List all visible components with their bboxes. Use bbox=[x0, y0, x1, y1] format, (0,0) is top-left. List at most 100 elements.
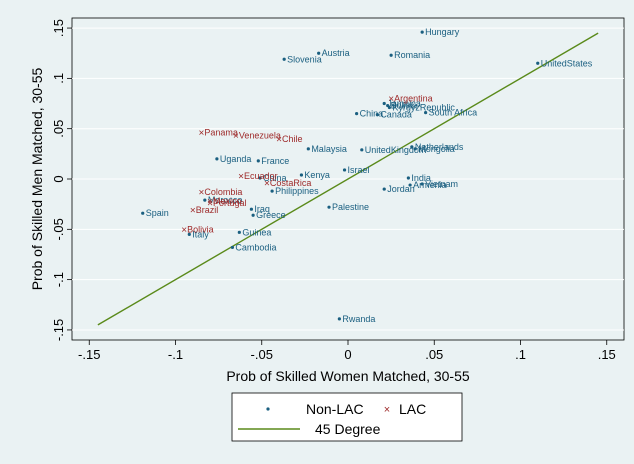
lac-point: × bbox=[276, 134, 282, 145]
non-lac-point bbox=[282, 57, 286, 61]
point-label: Mongolia bbox=[418, 144, 455, 154]
point-label: Malaysia bbox=[311, 144, 347, 154]
non-lac-point bbox=[337, 317, 341, 321]
legend-non-lac-label: Non-LAC bbox=[306, 401, 364, 417]
point-label: UnitedKingdom bbox=[365, 145, 427, 155]
legend-non-lac-marker bbox=[266, 407, 270, 411]
non-lac-point bbox=[342, 168, 347, 172]
non-lac-point bbox=[408, 183, 412, 187]
point-label: South Africa bbox=[429, 108, 478, 118]
non-lac-point bbox=[249, 207, 253, 211]
y-tick-label: -.15 bbox=[51, 319, 66, 341]
non-lac-point bbox=[306, 147, 310, 151]
point-label: Netherlands bbox=[415, 142, 464, 152]
non-lac-point bbox=[251, 213, 255, 217]
non-lac-point bbox=[256, 159, 260, 163]
point-label: Guinea bbox=[242, 227, 271, 237]
legend-lac-label: LAC bbox=[399, 401, 426, 417]
point-label: Ecuador bbox=[244, 171, 278, 181]
lac-point: × bbox=[233, 131, 239, 142]
line-45-degree bbox=[97, 32, 599, 326]
non-lac-point bbox=[389, 53, 393, 57]
non-lac-point bbox=[387, 105, 391, 110]
point-label: China bbox=[263, 173, 287, 183]
point-label: Colombia bbox=[204, 187, 242, 197]
point-label: Panama bbox=[204, 128, 238, 138]
x-tick-label: -.05 bbox=[251, 347, 273, 362]
y-tick-label: 0 bbox=[51, 175, 66, 182]
x-tick-label: -.15 bbox=[78, 347, 100, 362]
y-tick-label: -.05 bbox=[51, 218, 66, 240]
non-lac-point bbox=[360, 148, 364, 152]
point-label: Greece bbox=[256, 210, 286, 220]
non-lac-point bbox=[420, 182, 424, 186]
point-label: Jamaica bbox=[387, 99, 421, 109]
point-label: Bolivia bbox=[391, 101, 418, 111]
point-label: Austria bbox=[322, 48, 350, 58]
point-label: Chile bbox=[282, 134, 303, 144]
point-label: CostaRica bbox=[270, 178, 312, 188]
non-lac-point bbox=[141, 211, 145, 215]
non-lac-point bbox=[237, 230, 241, 234]
legend: Non-LAC × LAC 45 Degree bbox=[231, 392, 463, 442]
non-lac-point bbox=[203, 198, 207, 202]
lac-point: × bbox=[181, 225, 187, 236]
point-label: Venezuela bbox=[239, 131, 281, 141]
non-lac-point bbox=[317, 51, 321, 55]
legend-lac-marker: × bbox=[384, 404, 390, 416]
x-tick-label: .05 bbox=[425, 347, 443, 362]
lac-point: × bbox=[198, 188, 204, 199]
y-axis-title: Prob of Skilled Men Matched, 30-55 bbox=[29, 68, 45, 291]
x-tick-label: 0 bbox=[344, 347, 351, 362]
non-lac-point bbox=[375, 113, 379, 117]
x-tick-label: .1 bbox=[515, 347, 526, 362]
point-label: Rwanda bbox=[342, 314, 375, 324]
non-lac-point bbox=[355, 111, 359, 116]
lac-point: × bbox=[238, 171, 244, 182]
x-tick-label: .15 bbox=[598, 347, 616, 362]
non-lac-point bbox=[270, 189, 274, 193]
point-label: Israel bbox=[348, 165, 370, 175]
x-axis: -.15 -.1 -.05 0 .05 .1 .15 bbox=[78, 340, 616, 362]
non-lac-point bbox=[327, 205, 331, 209]
non-lac-point bbox=[230, 245, 235, 250]
lac-point: × bbox=[388, 94, 394, 105]
non-lac-point bbox=[258, 176, 262, 180]
y-tick-label: .05 bbox=[51, 120, 66, 138]
point-label: Brazil bbox=[196, 205, 219, 215]
point-label: Romania bbox=[394, 50, 430, 60]
non-lac-point bbox=[382, 187, 386, 191]
non-lac-point bbox=[413, 147, 417, 151]
legend-box bbox=[231, 392, 463, 442]
non-lac-point bbox=[424, 110, 428, 115]
non-lac-point bbox=[410, 145, 414, 149]
point-label: Uganda bbox=[220, 154, 252, 164]
point-label: Italy bbox=[192, 229, 209, 239]
point-label: Mexico bbox=[213, 196, 242, 206]
reference-line bbox=[97, 32, 599, 326]
point-label: Portugal bbox=[213, 198, 247, 208]
point-label: France bbox=[261, 156, 289, 166]
x-tick-label: -.1 bbox=[168, 347, 183, 362]
non-lac-point bbox=[536, 61, 540, 65]
y-tick-label: .1 bbox=[51, 73, 66, 84]
grid-lines bbox=[72, 27, 624, 331]
y-tick-label: .15 bbox=[51, 19, 66, 37]
point-label: Jordan bbox=[387, 184, 415, 194]
y-axis: -.15 -.1 -.05 0 .05 .1 .15 bbox=[51, 19, 72, 341]
point-label: India bbox=[411, 173, 431, 183]
lac-point: × bbox=[207, 197, 213, 208]
point-label: Bolivia bbox=[187, 224, 214, 234]
non-lac-point bbox=[382, 101, 386, 106]
point-label: Canada bbox=[380, 110, 412, 120]
point-label: China bbox=[360, 109, 384, 119]
lac-point: × bbox=[190, 206, 196, 217]
lac-point: × bbox=[207, 199, 213, 210]
point-label: Kenya bbox=[304, 170, 330, 180]
point-label: Iraq bbox=[254, 204, 270, 214]
non-lac-point bbox=[299, 173, 304, 177]
point-label: Slovenia bbox=[287, 54, 322, 64]
point-label: Armenia bbox=[413, 180, 447, 190]
point-label: Hungary bbox=[425, 27, 460, 37]
